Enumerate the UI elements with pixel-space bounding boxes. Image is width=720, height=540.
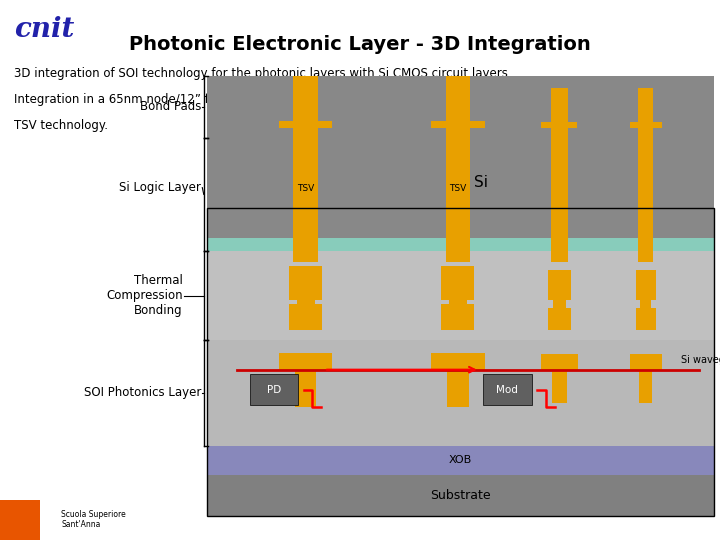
Bar — [640, 300, 651, 308]
Bar — [294, 251, 318, 262]
Bar — [636, 308, 656, 329]
Bar — [548, 308, 571, 329]
Text: Si: Si — [474, 175, 487, 190]
Bar — [295, 370, 316, 407]
Bar — [449, 300, 467, 306]
Bar — [431, 353, 485, 370]
Bar — [441, 304, 474, 329]
Text: Si Logic Layer: Si Logic Layer — [119, 181, 201, 194]
Bar — [441, 266, 474, 300]
Text: Integration in a 65nm node/12” fab based on wf/wf or wf/die bonding and low capa: Integration in a 65nm node/12” fab based… — [14, 93, 549, 106]
Text: TSV: TSV — [449, 184, 467, 193]
Bar — [541, 122, 577, 129]
Text: Thermal
Compression
Bonding: Thermal Compression Bonding — [107, 274, 183, 317]
Bar — [279, 121, 333, 129]
Bar — [279, 353, 332, 370]
Bar — [552, 251, 567, 262]
Bar — [207, 138, 714, 238]
Text: Scuola Superiore
Sant'Anna: Scuola Superiore Sant'Anna — [61, 510, 126, 529]
Bar — [541, 354, 577, 370]
Bar — [639, 251, 653, 262]
Bar — [639, 88, 653, 251]
Bar — [630, 122, 662, 129]
Text: TSV technology.: TSV technology. — [14, 119, 109, 132]
Text: Photonic Electronic Layer - 3D Integration: Photonic Electronic Layer - 3D Integrati… — [129, 35, 591, 54]
Bar — [207, 340, 714, 445]
Bar — [289, 266, 322, 300]
Text: TSV: TSV — [297, 184, 314, 193]
Bar — [447, 370, 469, 407]
Bar — [446, 76, 470, 251]
Text: Si waveguide: Si waveguide — [681, 355, 720, 366]
Text: XOB: XOB — [449, 455, 472, 465]
Bar — [552, 370, 567, 403]
Bar — [548, 270, 571, 300]
Bar — [553, 300, 566, 308]
Text: SOI Photonics Layer: SOI Photonics Layer — [84, 386, 201, 400]
Bar — [250, 374, 298, 406]
Text: cnit: cnit — [14, 16, 75, 43]
Bar — [483, 374, 531, 406]
Bar — [0, 500, 40, 540]
Bar — [636, 270, 656, 300]
Bar — [207, 251, 714, 340]
Bar — [207, 76, 714, 138]
Text: PD: PD — [267, 384, 281, 395]
Bar — [207, 475, 714, 516]
Text: Substrate: Substrate — [430, 489, 491, 502]
Bar — [629, 354, 662, 370]
Bar — [289, 304, 322, 329]
Bar — [639, 370, 652, 403]
Bar — [431, 121, 485, 129]
Bar — [552, 88, 567, 251]
Text: Bond Pads: Bond Pads — [140, 100, 201, 113]
Bar — [207, 208, 714, 516]
Bar — [294, 76, 318, 251]
Bar — [297, 300, 315, 306]
Bar — [207, 446, 714, 475]
Bar — [446, 251, 470, 262]
Text: Mod: Mod — [497, 384, 518, 395]
Text: 3D integration of SOI technology for the photonic layers with Si CMOS circuit la: 3D integration of SOI technology for the… — [14, 68, 512, 80]
Bar — [207, 238, 714, 251]
